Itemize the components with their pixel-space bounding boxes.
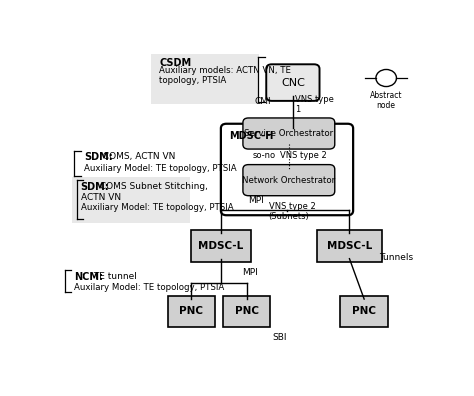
Text: CSDM: CSDM — [159, 59, 191, 69]
Text: PNC: PNC — [180, 306, 203, 316]
Text: ACTN VN: ACTN VN — [81, 193, 121, 202]
Text: Auxiliary Model: TE topology, PTSIA: Auxiliary Model: TE topology, PTSIA — [81, 203, 233, 212]
Text: SDM:: SDM: — [84, 152, 113, 162]
FancyBboxPatch shape — [72, 177, 190, 223]
FancyBboxPatch shape — [151, 53, 259, 104]
Text: Tunnels: Tunnels — [379, 253, 413, 262]
Text: MDSC-L: MDSC-L — [327, 241, 372, 251]
FancyBboxPatch shape — [168, 296, 215, 327]
Text: PNC: PNC — [352, 306, 376, 316]
Text: Service Orchestrator: Service Orchestrator — [244, 129, 333, 138]
Text: CMI: CMI — [255, 97, 272, 106]
FancyBboxPatch shape — [340, 296, 388, 327]
FancyBboxPatch shape — [317, 230, 382, 262]
Text: Abstract
node: Abstract node — [370, 91, 402, 110]
Text: so-no: so-no — [253, 151, 276, 160]
Text: NCM:: NCM: — [74, 272, 103, 282]
Text: COMS Subnet Stitching,: COMS Subnet Stitching, — [97, 182, 208, 191]
Text: Auxiliary models: ACTN VN, TE
topology, PTSIA: Auxiliary models: ACTN VN, TE topology, … — [159, 66, 291, 85]
Text: COMS, ACTN VN: COMS, ACTN VN — [100, 152, 176, 162]
Text: VNS type 2
(Subnets): VNS type 2 (Subnets) — [269, 202, 315, 221]
Text: VNS type 2: VNS type 2 — [280, 151, 327, 160]
FancyBboxPatch shape — [191, 230, 251, 262]
FancyBboxPatch shape — [243, 118, 335, 149]
FancyBboxPatch shape — [243, 165, 335, 196]
Text: CNC: CNC — [281, 78, 305, 88]
Text: SDM:: SDM: — [81, 182, 109, 192]
FancyBboxPatch shape — [221, 124, 353, 215]
Text: Network Orchestrator: Network Orchestrator — [242, 176, 336, 185]
Text: SBI: SBI — [273, 333, 287, 342]
Text: MDSC-H: MDSC-H — [229, 131, 273, 141]
FancyBboxPatch shape — [266, 64, 319, 101]
Text: Auxiliary Model: TE topology, PTSIA: Auxiliary Model: TE topology, PTSIA — [84, 164, 237, 173]
Text: MPI: MPI — [242, 268, 257, 277]
Text: TE tunnel: TE tunnel — [91, 272, 137, 281]
FancyBboxPatch shape — [223, 296, 271, 327]
Text: Auxilary Model: TE topology, PTSIA: Auxilary Model: TE topology, PTSIA — [74, 283, 224, 292]
Text: VNS type
1: VNS type 1 — [295, 95, 334, 114]
Text: MDSC-L: MDSC-L — [198, 241, 244, 251]
Text: PNC: PNC — [235, 306, 259, 316]
Text: MPI: MPI — [248, 196, 264, 205]
